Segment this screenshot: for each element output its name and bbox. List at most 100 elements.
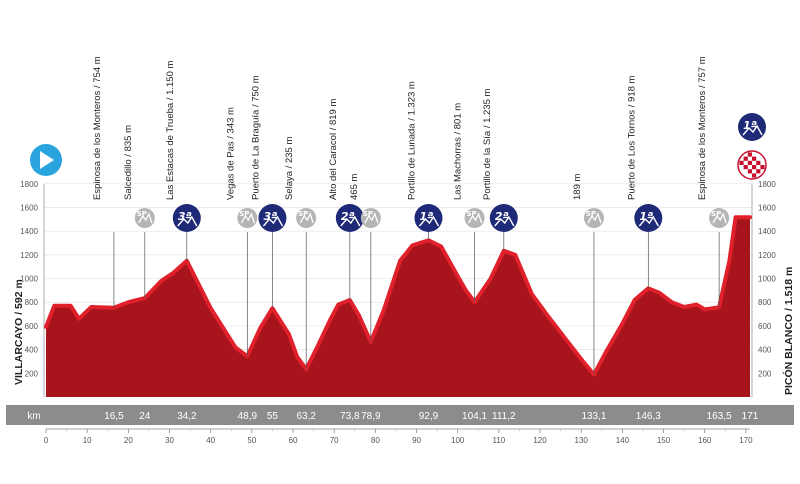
x-tick: 20 (124, 436, 133, 445)
climb-category: 2ª (341, 210, 355, 223)
km-bar-value: 104,1 (462, 411, 487, 422)
waypoint-label: 465 m (349, 174, 360, 200)
y-tick-left: 1000 (20, 275, 38, 284)
sprint-badge-text: SP (711, 210, 721, 218)
mountain-icon (418, 215, 440, 227)
waypoint-label: Alto del Caracol / 819 m (328, 99, 339, 200)
climb-category: 2ª (495, 210, 509, 223)
sprint-badge-text: SP (298, 210, 308, 218)
waypoint-label: Las Estacas de Trueba / 1.150 m (165, 60, 176, 200)
climb-badge (634, 204, 663, 232)
y-tick-left: 1200 (20, 251, 38, 260)
km-bar-value: 133,1 (581, 411, 606, 422)
y-tick-right: 200 (758, 369, 772, 378)
km-bar-title: km (27, 411, 40, 422)
mountain-icon (340, 215, 361, 227)
y-tick-right: 800 (758, 298, 772, 307)
mountain-icon (742, 124, 763, 136)
mountain-icon (712, 212, 727, 224)
finish-climb-badge (738, 113, 766, 141)
mountain-icon (262, 215, 284, 227)
x-tick: 0 (44, 436, 49, 445)
sprint-badge-text: SP (586, 210, 596, 218)
x-tick: 120 (533, 436, 547, 445)
y-tick-left: 600 (25, 322, 39, 331)
waypoint-label: Salcedillo / 835 m (123, 125, 134, 200)
waypoint-label: Selaya / 235 m (284, 137, 295, 200)
climb-badge (335, 204, 364, 232)
mountain-icon (494, 215, 515, 227)
checker-square (760, 165, 765, 170)
mountain-icon (240, 212, 255, 224)
x-tick: 90 (412, 436, 421, 445)
profile-area-layer (44, 215, 752, 397)
start-label: VILLARCAYO / 592 m (13, 279, 25, 385)
x-tick: 50 (247, 436, 256, 445)
checker-square (747, 152, 752, 157)
km-bar-value: 163,5 (707, 411, 732, 422)
mountain-icon (177, 215, 198, 227)
waypoint-label: Vegas de Pas / 343 m (225, 107, 236, 200)
x-tick: 70 (330, 436, 339, 445)
x-tick: 130 (575, 436, 589, 445)
km-bar-value: 78,9 (361, 411, 381, 422)
play-icon (40, 151, 54, 169)
km-bar-value: 16,5 (104, 411, 124, 422)
km-bar-value: 24 (139, 411, 151, 422)
waypoint-label: Espinosa de los Monteros / 757 m (697, 56, 708, 200)
y-tick-left: 1800 (20, 180, 38, 189)
mountain-icon (638, 215, 659, 227)
y-tick-left: 800 (25, 298, 39, 307)
y-tick-right: 1200 (758, 251, 776, 260)
y-tick-left: 200 (25, 369, 39, 378)
waypoint-label: Portillo de Lunada / 1.323 m (406, 81, 417, 200)
climb-badge (414, 204, 443, 232)
mountain-icon (587, 212, 602, 224)
checker-square (739, 160, 744, 165)
x-tick: 140 (616, 436, 630, 445)
km-bar-value: 48,9 (238, 411, 258, 422)
x-tick: 100 (451, 436, 465, 445)
checker-square (752, 156, 757, 161)
checker-square (743, 156, 748, 161)
climb-badge (172, 204, 201, 232)
km-bar-value: 55 (267, 411, 279, 422)
x-tick: 150 (657, 436, 671, 445)
y-tick-right: 1600 (758, 203, 776, 212)
mountain-icon (468, 212, 483, 224)
mountain-icon (364, 212, 379, 224)
km-bar-value: 34,2 (177, 411, 197, 422)
y-tick-right: 1000 (758, 275, 776, 284)
waypoint-layer: Espinosa de los Monteros / 754 m SP Salced… (30, 56, 767, 375)
y-tick-right: 1400 (758, 227, 776, 236)
climb-badge (489, 204, 518, 232)
finish-label: PICÓN BLANCO / 1.518 m (782, 267, 795, 395)
x-tick: 10 (83, 436, 92, 445)
y-tick-right: 400 (758, 346, 772, 355)
sprint-badge-text: SP (466, 210, 476, 218)
x-tick: 110 (492, 436, 505, 445)
sprint-badge-text: SP (137, 210, 147, 218)
climb-badge (258, 204, 287, 232)
checker-square (752, 165, 757, 170)
waypoint-label: Espinosa de los Monteros / 754 m (92, 56, 103, 200)
km-bar-value: 63,2 (296, 411, 316, 422)
x-tick: 170 (739, 436, 753, 445)
mountain-icon (138, 212, 153, 224)
checker-square (747, 160, 752, 165)
waypoint-label: Las Machorras / 801 m (453, 103, 464, 200)
finish-category: 1ª (743, 119, 757, 132)
y-tick-left: 1600 (20, 203, 38, 212)
checker-square (756, 160, 761, 165)
km-bar-value: 146,3 (636, 411, 661, 422)
km-bar-value: 171 (742, 411, 759, 422)
climb-category: 3ª (264, 210, 278, 223)
km-bar-value: 73,8 (340, 411, 360, 422)
sprint-badge-text: SP (363, 210, 373, 218)
x-tick: 60 (289, 436, 298, 445)
waypoint-label: Puerto de Los Tornos / 918 m (626, 75, 637, 200)
x-tick: 30 (165, 436, 174, 445)
mountain-icon (299, 212, 314, 224)
climb-category: 1ª (639, 210, 653, 223)
